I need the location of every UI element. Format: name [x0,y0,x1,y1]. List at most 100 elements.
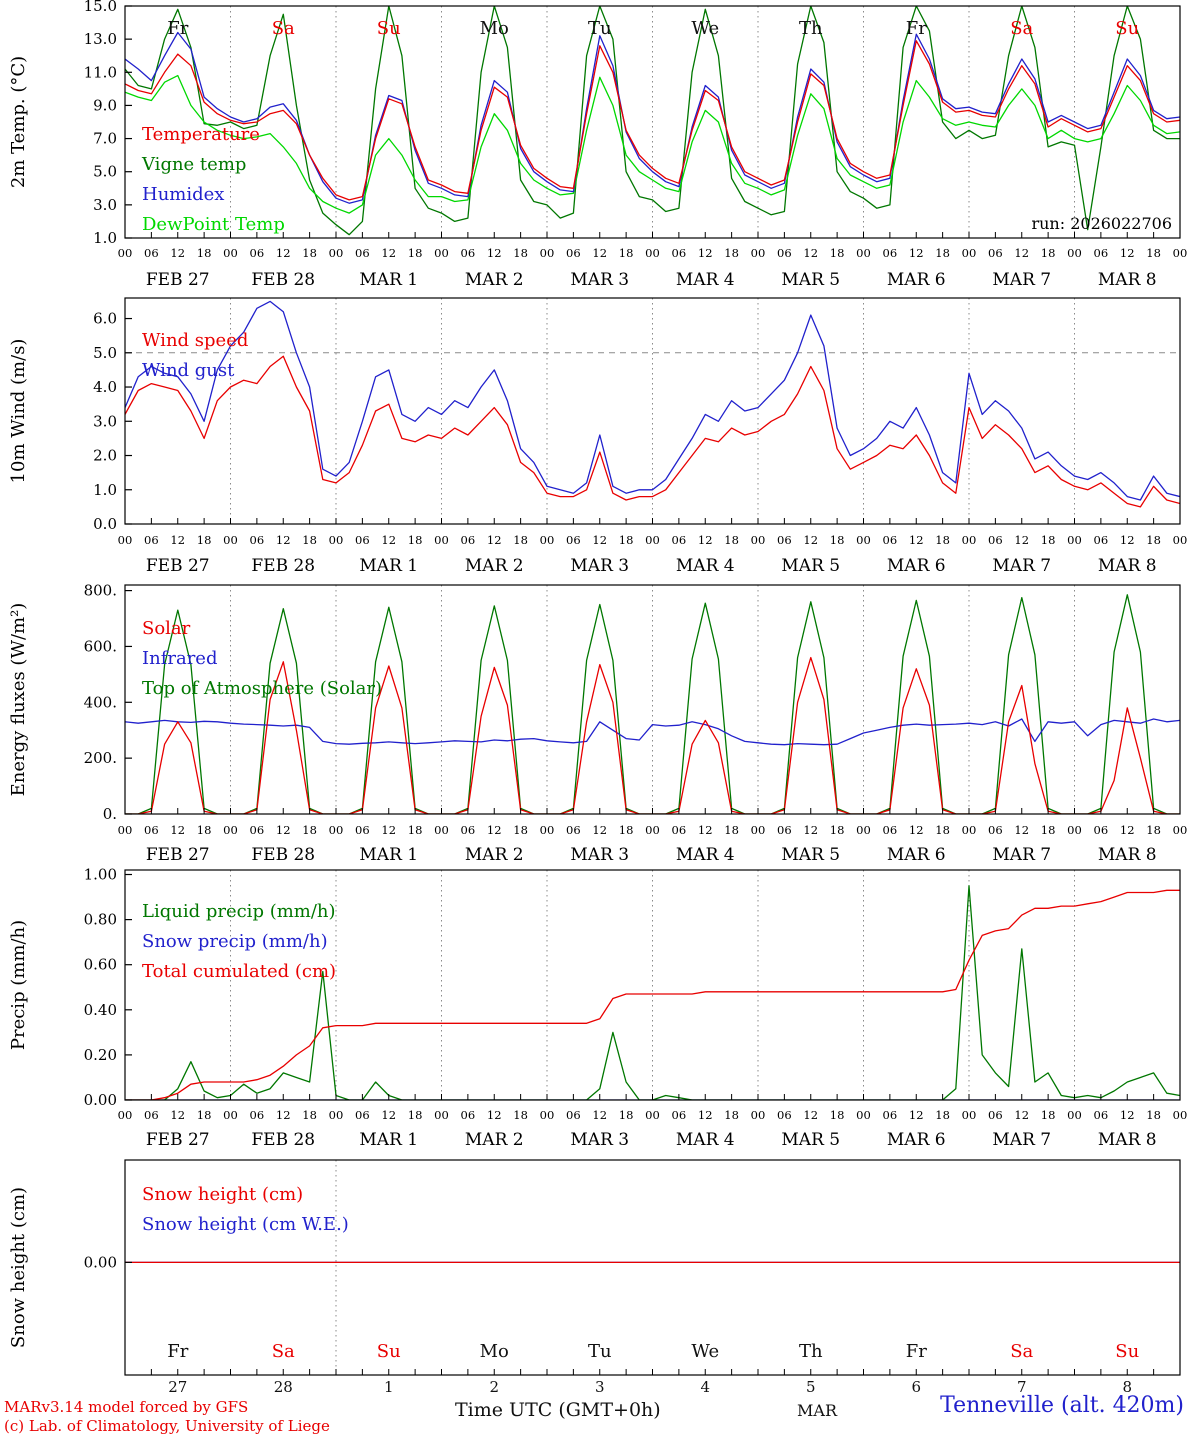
series-group [125,6,1180,236]
hour-label: 06 [777,823,792,837]
hour-label: 18 [1041,246,1056,260]
y-ticks: 0.00 [84,1253,132,1271]
hour-label: 18 [619,1108,634,1122]
x-hour-labels: 00 06 12 18 00 06 12 18 00 06 12 18 00 06 12 18 00 06 12 18… [118,246,1188,260]
hour-label: 12 [170,823,185,837]
grid-lines [230,870,1075,1100]
panel-temperature: 1.0 3.0 5.0 7.0 9.0 11.0 13.0 15.0 00 06 12 18 00 06 1… [8,0,1187,290]
hour-label: 00 [856,246,871,260]
date-label: FEB 27 [146,1130,210,1150]
legend-vigne-temp: Vigne temp [141,154,246,175]
date-label: MAR 8 [1098,845,1157,865]
hour-label: 18 [197,246,212,260]
day-number-label: 2 [489,1378,499,1396]
hour-label: 06 [1094,246,1109,260]
hour-label: 12 [698,823,713,837]
hour-label: 00 [223,823,238,837]
y-tick-label: 1.0 [93,229,117,247]
hour-label: 00 [1173,823,1188,837]
series-vigne-temp-line [125,6,1180,236]
hour-label: 00 [118,246,133,260]
panel-precip: 0.00 0.20 0.40 0.60 0.80 1.00 00 06 12 18 00 06 12 18… [8,866,1187,1150]
hour-label: 12 [276,1108,291,1122]
hour-label: 00 [751,823,766,837]
model-credit-line2: (c) Lab. of Climatology, University of L… [4,1417,330,1435]
y-tick-label: 0.40 [84,1001,117,1019]
day-name-label: Su [1115,1341,1139,1362]
y-tick-label: 200. [84,749,117,767]
hour-label: 12 [1120,1108,1135,1122]
legend-wind-speed: Wind speed [142,330,248,351]
legend-liquid-precip-mm-h: Liquid precip (mm/h) [142,901,336,922]
series-wind-speed-line [125,355,1180,508]
hour-label: 06 [144,823,159,837]
hour-label: 18 [408,533,423,547]
hour-label: 18 [513,246,528,260]
y-ticks: 0.0 1.0 2.0 3.0 4.0 5.0 6.0 [93,310,132,533]
hour-label: 12 [276,246,291,260]
legend-solar: Solar [142,618,191,639]
y-tick-label: 15.0 [84,0,117,15]
y-axis-title-wind: 10m Wind (m/s) [8,339,29,484]
hour-label: 06 [672,823,687,837]
day-name-labels: Fr Sa Su Mo Tu We Th Fr Sa Su [167,1341,1139,1362]
date-label: MAR 7 [992,270,1051,290]
hour-label: 06 [250,246,265,260]
y-tick-label: 7.0 [93,130,117,148]
hour-label: 06 [461,533,476,547]
date-label: FEB 28 [251,845,315,865]
day-name-label: Tu [588,1341,612,1362]
hour-label: 12 [170,246,185,260]
day-name-labels: Fr Sa Su Mo Tu We Th Fr Sa Su [167,18,1139,39]
hour-label: 00 [856,533,871,547]
legend-precip: Liquid precip (mm/h) Snow precip (mm/h) To… [142,901,336,982]
hour-label: 00 [645,1108,660,1122]
y-tick-label: 800. [84,582,117,600]
panel-wind: 0.01.02.03.04.05.06.000 06 12 18 00 06 12 18 00 0… [8,297,1188,576]
hour-label: 06 [988,823,1003,837]
hour-label: 06 [250,823,265,837]
hour-label: 06 [1094,823,1109,837]
hour-label: 00 [1067,1108,1082,1122]
hour-label: 12 [170,533,185,547]
hour-label: 18 [1146,1108,1161,1122]
hour-label: 18 [408,823,423,837]
date-label: MAR 8 [1098,556,1157,576]
hour-label: 00 [751,533,766,547]
hour-label: 18 [724,533,739,547]
hour-label: 12 [276,533,291,547]
hour-label: 06 [144,1108,159,1122]
hour-label: 18 [513,533,528,547]
date-label: MAR 2 [465,1130,524,1150]
hour-label: 12 [698,1108,713,1122]
date-label: MAR 1 [359,270,418,290]
hour-label: 18 [302,533,317,547]
series-group [125,594,1180,814]
hour-label: 18 [830,246,845,260]
y-tick-label: 0.80 [84,911,117,929]
series-humidex-line [125,31,1180,204]
hour-label: 00 [1173,533,1188,547]
hour-label: 06 [883,1108,898,1122]
hour-label: 06 [461,1108,476,1122]
hour-label: 06 [566,246,581,260]
hour-label: 18 [619,533,634,547]
legend-snow-height-cm: Snow height (cm) [142,1184,303,1205]
hour-label: 12 [1120,533,1135,547]
hour-label: 00 [962,823,977,837]
date-label: MAR 7 [992,1130,1051,1150]
hour-label: 06 [144,246,159,260]
legend-wind: Wind speed Wind gust [142,330,248,381]
legend-top-of-atmosphere-solar: Top of Atmosphere (Solar) [142,678,382,699]
day-number-label: 28 [274,1378,293,1396]
y-tick-label: 1.00 [84,866,117,884]
hour-label: 12 [1014,246,1029,260]
day-name-label: Fr [906,1341,927,1362]
hour-label: 18 [302,246,317,260]
hour-label: 00 [645,533,660,547]
date-label: MAR 6 [887,1130,946,1150]
date-label: MAR 1 [359,556,418,576]
y-tick-label: 13.0 [84,30,117,48]
hour-label: 12 [592,533,607,547]
